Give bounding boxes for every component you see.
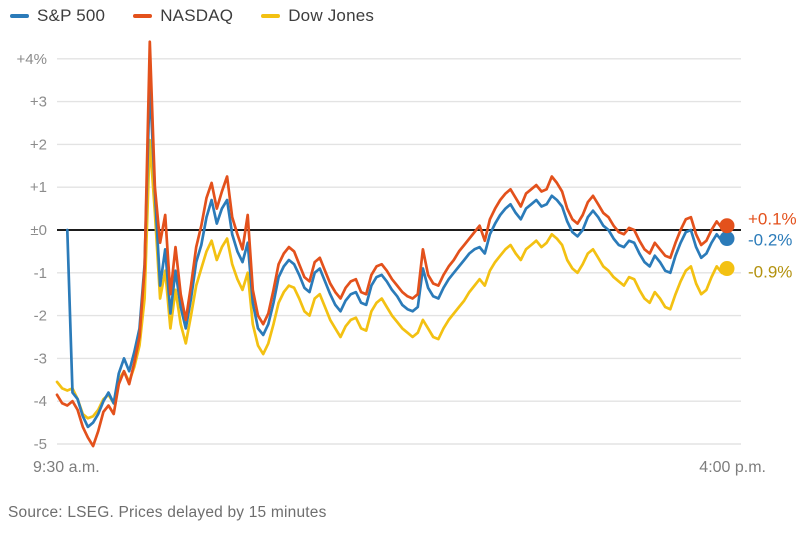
legend-line-swatch: [261, 14, 281, 18]
legend-label: NASDAQ: [160, 6, 234, 25]
x-axis-label-start: 9:30 a.m.: [33, 459, 100, 476]
y-tick-label: ±0: [30, 222, 47, 239]
legend-item-dow-jones: Dow Jones: [261, 6, 374, 26]
y-tick-label: +4%: [17, 51, 47, 68]
series-end-label-s-p-500: -0.2%: [748, 231, 792, 250]
series-end-dot-s-p-500: [719, 231, 735, 247]
y-tick-label: -1: [34, 265, 47, 282]
series-line-dow-jones: [55, 138, 729, 420]
y-tick-label: -3: [34, 350, 47, 367]
series-line-s-p-500: [65, 80, 729, 429]
source-attribution: Source: LSEG. Prices delayed by 15 minut…: [8, 504, 327, 521]
y-tick-label: -4: [34, 393, 47, 410]
series-end-label-dow-jones: -0.9%: [748, 263, 792, 282]
y-tick-label: -2: [34, 308, 47, 325]
legend-line-swatch: [10, 14, 29, 18]
series-end-dot-nasdaq: [719, 218, 735, 234]
legend-item-s-p-500: S&P 500: [10, 6, 105, 26]
y-tick-label: +1: [30, 179, 47, 196]
legend-label: Dow Jones: [288, 6, 375, 25]
legend-item-nasdaq: NASDAQ: [133, 6, 233, 26]
series-end-dot-dow-jones: [719, 261, 735, 277]
chart-legend: S&P 500 NASDAQ Dow Jones: [10, 6, 374, 26]
y-tick-label: +3: [30, 94, 47, 111]
y-tick-label: -5: [34, 436, 47, 453]
legend-line-swatch: [133, 14, 153, 18]
y-tick-label: +2: [30, 136, 47, 153]
x-axis-label-end: 4:00 p.m.: [699, 459, 766, 476]
legend-label: S&P 500: [37, 6, 106, 25]
series-line-nasdaq: [55, 40, 729, 448]
series-end-label-nasdaq: +0.1%: [748, 210, 797, 229]
